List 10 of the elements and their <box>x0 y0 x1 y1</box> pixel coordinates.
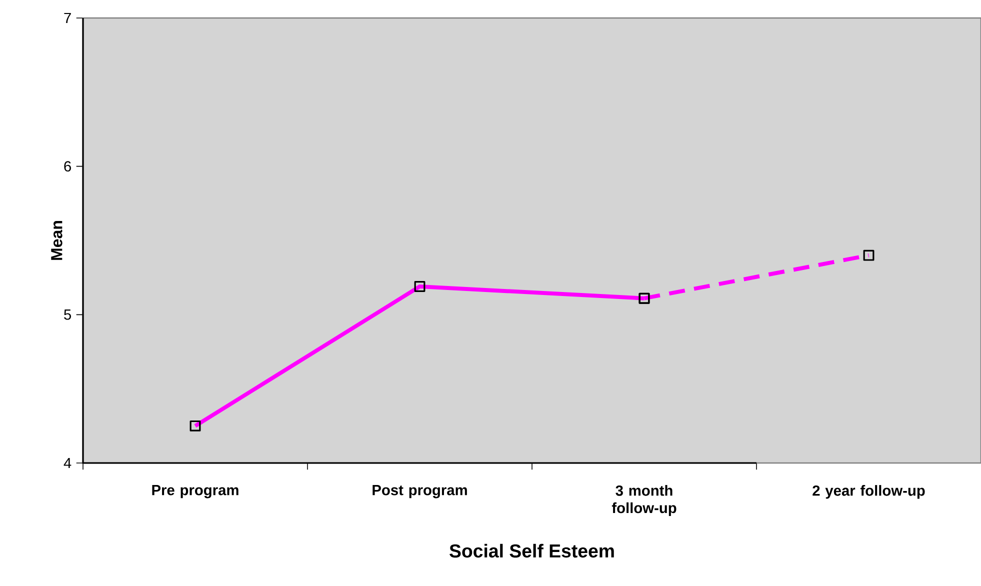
x-tick-label: Pre program <box>152 485 238 498</box>
y-axis-title: Mean <box>51 221 62 260</box>
y-tick-label: 7 <box>64 12 71 24</box>
x-tick-label: 3 month follow-up <box>612 485 676 516</box>
y-tick-label: 4 <box>64 458 72 468</box>
y-tick-label: 5 <box>64 310 71 320</box>
x-tick-label: Post program <box>372 485 467 498</box>
y-tick-label: 6 <box>64 161 71 172</box>
x-tick-label: 2 year follow-up <box>812 485 925 499</box>
x-axis-title: Social Self Esteem <box>450 544 614 558</box>
